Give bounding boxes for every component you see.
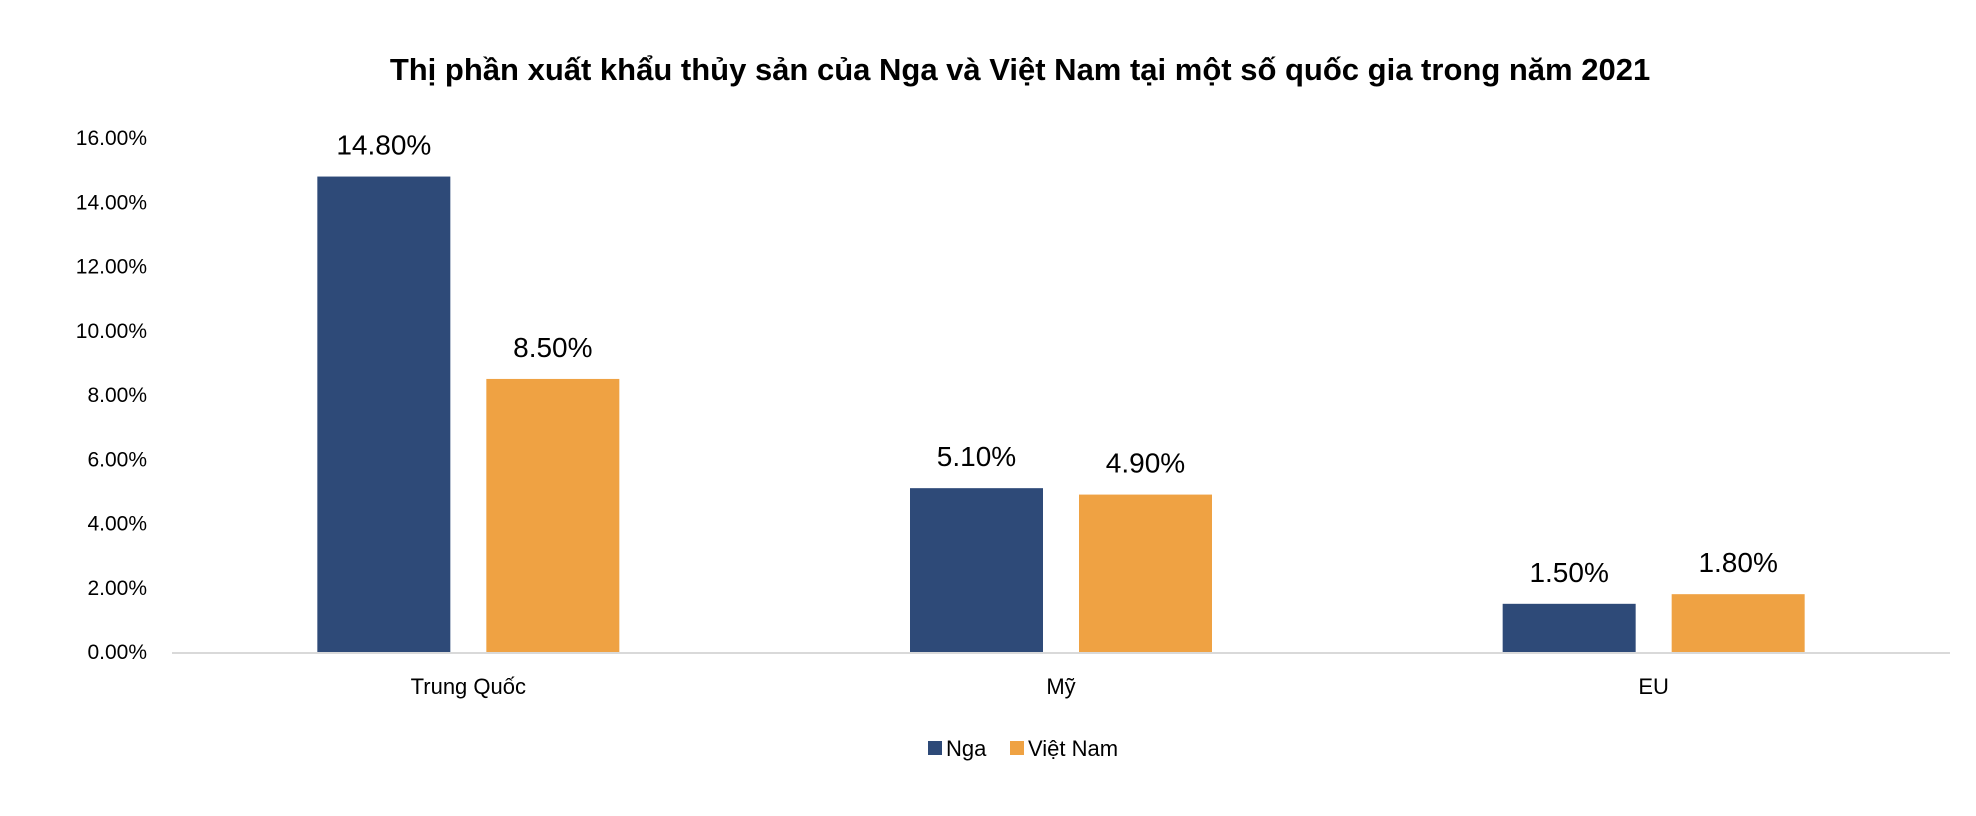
bar-nga-2 — [1502, 603, 1636, 652]
data-label: 1.50% — [1529, 557, 1608, 588]
data-labels-group: 14.80% 8.50% 5.10% 4.90% 1.50% 1.80% — [336, 130, 1778, 588]
y-tick-label: 10.00% — [76, 320, 147, 343]
bar-viet-nam-0 — [486, 378, 620, 652]
legend: Nga Việt Nam — [928, 736, 1118, 761]
data-label: 8.50% — [513, 332, 592, 363]
data-label: 14.80% — [336, 130, 431, 161]
bars-group — [317, 176, 1805, 653]
x-tick-label: Trung Quốc — [411, 674, 526, 699]
bar-viet-nam-1 — [1079, 494, 1212, 652]
y-tick-label: 2.00% — [87, 577, 147, 600]
legend-label-viet-nam: Việt Nam — [1028, 736, 1118, 761]
y-tick-label: 14.00% — [76, 191, 147, 214]
legend-swatch-nga — [928, 741, 942, 755]
x-tick-label: EU — [1638, 674, 1669, 699]
legend-swatch-viet-nam — [1010, 741, 1024, 755]
x-axis: Trung Quốc Mỹ EU — [411, 674, 1669, 699]
y-axis: 0.00% 2.00% 4.00% 6.00% 8.00% 10.00% 12.00% 14.… — [76, 127, 147, 664]
legend-label-nga: Nga — [946, 736, 987, 761]
y-tick-label: 0.00% — [87, 641, 147, 664]
chart-title: Thị phần xuất khẩu thủy sản của Nga và V… — [390, 52, 1650, 87]
y-tick-label: 16.00% — [76, 127, 147, 150]
data-label: 4.90% — [1106, 448, 1185, 479]
x-tick-label: Mỹ — [1046, 674, 1075, 699]
y-tick-label: 4.00% — [87, 513, 147, 536]
data-label: 5.10% — [937, 441, 1016, 472]
y-tick-label: 6.00% — [87, 448, 147, 471]
y-tick-label: 8.00% — [87, 384, 147, 407]
bar-nga-0 — [317, 176, 451, 653]
data-label: 1.80% — [1698, 547, 1777, 578]
bar-viet-nam-2 — [1671, 594, 1805, 652]
bar-nga-1 — [910, 488, 1043, 652]
y-tick-label: 12.00% — [76, 256, 147, 279]
